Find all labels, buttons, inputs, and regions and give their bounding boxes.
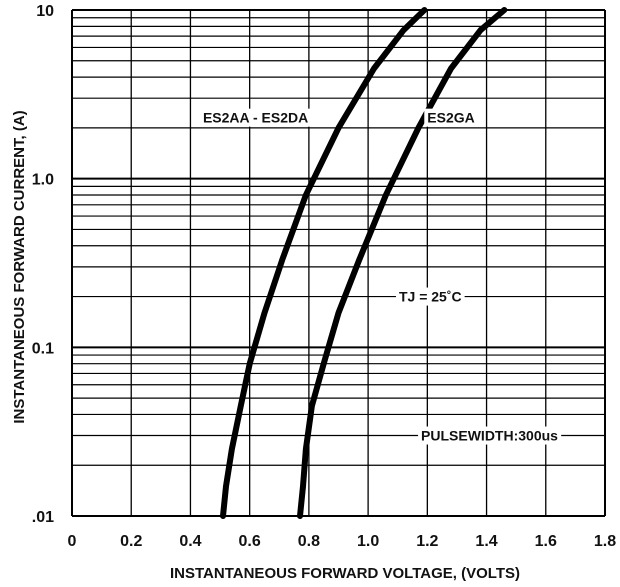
x-axis-label: INSTANTANEOUS FORWARD VOLTAGE, (VOLTS) (170, 565, 520, 582)
x-tick-label: 1.6 (535, 533, 557, 550)
y-tick-label: 1.0 (32, 172, 54, 189)
grid (71, 9, 606, 517)
x-tick-label: 0.2 (120, 533, 142, 550)
curves (220, 7, 508, 519)
annotation-background (199, 108, 312, 127)
x-tick-label: 0.8 (298, 533, 320, 550)
y-axis-label: INSTANTANEOUS FORWARD CURRENT, (A) (11, 110, 28, 423)
annotation-label: ES2AA - ES2DA (203, 110, 308, 126)
x-tick-label: 0.4 (179, 533, 201, 550)
series-curve (297, 7, 508, 519)
y-tick-label: .01 (32, 509, 54, 526)
annotation-background (395, 287, 465, 306)
annotation-label: TJ = 25˚C (399, 289, 462, 305)
annotation-label: ES2GA (427, 110, 474, 126)
x-tick-label: 1.2 (416, 533, 438, 550)
series-curve (220, 7, 428, 519)
annotation-background (424, 108, 478, 127)
x-tick-label: 1.0 (357, 533, 379, 550)
x-tick-label: 1.8 (594, 533, 616, 550)
x-tick-label: 0 (68, 533, 77, 550)
x-tick-label: 1.4 (475, 533, 497, 550)
y-tick-label: 10 (36, 3, 54, 20)
tick-labels: 0 0.2 0.4 0.6 0.8 1.0 1.2 1.4 1.6 1.8 .01 0.1 1.0 10 (32, 3, 616, 550)
annotations: ES2AA - ES2DA ES2GA TJ = 25˚C PULSEWIDTH:30… (199, 108, 562, 445)
x-tick-label: 0.6 (239, 533, 261, 550)
y-tick-label: 0.1 (32, 340, 54, 357)
annotation-background (418, 426, 562, 445)
annotation-label: PULSEWIDTH:300us (421, 428, 558, 444)
